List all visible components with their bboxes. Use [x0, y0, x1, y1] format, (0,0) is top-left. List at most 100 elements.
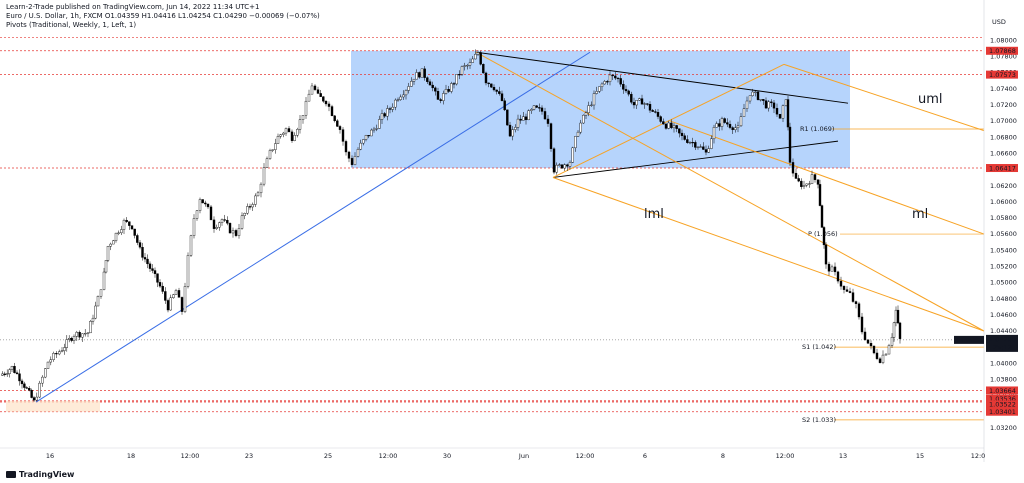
pivot-levels: R1 (1.069)P (1.056)S1 (1.042)S2 (1.033)	[800, 125, 984, 424]
x-tick-13: 15	[916, 452, 924, 460]
candle-body	[364, 135, 368, 140]
candle-body	[659, 116, 662, 122]
candle-body	[104, 260, 108, 273]
candle-body	[383, 113, 386, 117]
y-tick-10: 1.06000	[990, 198, 1017, 206]
candle-body	[434, 87, 437, 92]
candle-body	[254, 195, 257, 205]
candle-body	[696, 146, 700, 148]
candle-body	[35, 396, 38, 401]
candle-body	[675, 125, 678, 129]
candle-body	[519, 118, 522, 121]
candle-body	[598, 86, 601, 92]
y-tick-21: 1.03800	[990, 376, 1017, 384]
candle-body	[450, 83, 453, 92]
candle-body	[322, 96, 325, 102]
candle-body	[468, 62, 472, 66]
candle-body	[616, 77, 620, 80]
candle-body	[503, 100, 506, 111]
candle-body	[463, 65, 466, 67]
x-tick-3: 23	[245, 452, 253, 460]
x-tick-2: 12:00	[181, 452, 200, 460]
candle-body	[638, 98, 641, 101]
candle-body	[415, 72, 418, 80]
candle-body	[715, 123, 718, 128]
candle-body	[13, 366, 16, 373]
price-tags: 1.07868 1.07573 1.06417 1.036641.035361.035…	[954, 46, 1018, 416]
candle-body	[141, 247, 144, 258]
candle-body	[522, 116, 525, 121]
candle-body	[845, 289, 849, 292]
candle-body	[848, 291, 852, 293]
candle-body	[734, 127, 737, 131]
candle-body	[606, 81, 609, 83]
candle-body	[854, 301, 858, 304]
candle-body	[532, 105, 536, 110]
fork-mid-parallel	[669, 120, 985, 235]
candle-body	[402, 94, 405, 98]
candle-body	[590, 104, 593, 106]
candle-body	[538, 107, 541, 109]
candle-body	[183, 286, 187, 312]
candle-body	[640, 98, 644, 105]
candle-body	[592, 93, 596, 106]
x-tick-6: 30	[443, 452, 451, 460]
level-tag-1: 1.07573	[989, 71, 1016, 79]
candle-body	[662, 121, 665, 125]
candle-body	[651, 110, 654, 112]
candle-body	[189, 235, 193, 256]
candle-body	[816, 179, 820, 185]
pivot-label-r1: R1 (1.069)	[800, 125, 834, 133]
candle-body	[455, 74, 458, 85]
candle-body	[762, 99, 765, 101]
candle-body	[587, 105, 590, 113]
candle-body	[259, 183, 263, 194]
publish-line: Learn-2-Trade published on TradingView.c…	[6, 3, 260, 11]
candle-body	[256, 192, 260, 197]
time-axis[interactable]: 16 18 12:00 23 25 12:00 30 Jun 12:00 6 8 12:00 13 15 1…	[0, 447, 985, 460]
candle-body	[458, 74, 461, 76]
candle-body	[487, 82, 490, 85]
tradingview-logo: TradingView	[6, 470, 74, 479]
candle-body	[476, 52, 480, 55]
y-tick-6: 1.06800	[990, 133, 1017, 141]
candle-body	[608, 74, 612, 82]
candle-body	[282, 132, 285, 135]
candle-body	[778, 113, 782, 119]
candle-body	[678, 128, 681, 134]
candle-body	[872, 345, 876, 354]
candle-body	[818, 184, 822, 206]
candle-body	[186, 255, 190, 287]
candle-body	[619, 78, 622, 85]
level-tag-6: 1.03401	[989, 408, 1016, 416]
candle-body	[198, 199, 202, 211]
candle-body	[218, 222, 221, 228]
candle-body	[83, 333, 87, 335]
candle-body	[896, 309, 900, 324]
candle-body	[169, 297, 172, 311]
candle-body	[228, 223, 232, 234]
y-tick-20: 1.04000	[990, 360, 1017, 368]
indicator-line: Pivots (Traditional, Weekly, 1, Left, 1)	[6, 21, 137, 29]
candle-body	[158, 282, 162, 287]
candle-body	[15, 372, 19, 374]
candle-body	[138, 242, 142, 248]
candle-body	[444, 89, 448, 94]
pivot-label-s2: S2 (1.033)	[802, 416, 836, 424]
candle-body	[75, 331, 79, 337]
candle-body	[319, 93, 322, 97]
candle-body	[466, 65, 469, 67]
candle-body	[356, 149, 360, 157]
candle-body	[863, 331, 867, 340]
candle-body	[600, 83, 604, 87]
level-tag-bg	[986, 386, 1018, 395]
candle-body	[479, 52, 482, 65]
candle-body	[231, 230, 235, 234]
candle-body	[301, 115, 305, 120]
candle-body	[296, 129, 299, 136]
candle-body	[164, 291, 167, 301]
candle-body	[102, 271, 106, 290]
candle-body	[720, 118, 724, 127]
candle-body	[30, 389, 33, 398]
